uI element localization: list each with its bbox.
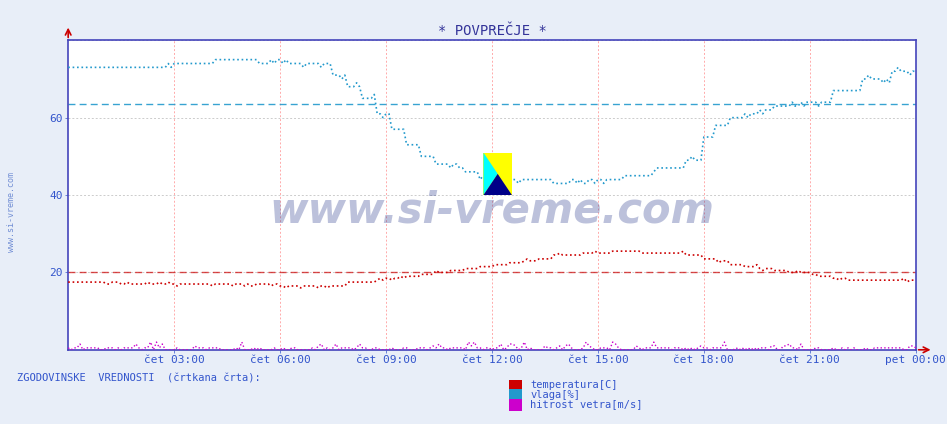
Text: www.si-vreme.com: www.si-vreme.com xyxy=(7,172,16,252)
Text: www.si-vreme.com: www.si-vreme.com xyxy=(270,190,714,232)
Polygon shape xyxy=(484,174,512,195)
Text: ZGODOVINSKE  VREDNOSTI  (črtkana črta):: ZGODOVINSKE VREDNOSTI (črtkana črta): xyxy=(17,374,260,384)
Text: temperatura[C]: temperatura[C] xyxy=(530,380,617,390)
Polygon shape xyxy=(484,153,512,195)
Text: hitrost vetra[m/s]: hitrost vetra[m/s] xyxy=(530,399,643,410)
Polygon shape xyxy=(484,153,498,195)
Text: vlaga[%]: vlaga[%] xyxy=(530,390,581,400)
Title: * POVPREČJE *: * POVPREČJE * xyxy=(438,24,546,38)
